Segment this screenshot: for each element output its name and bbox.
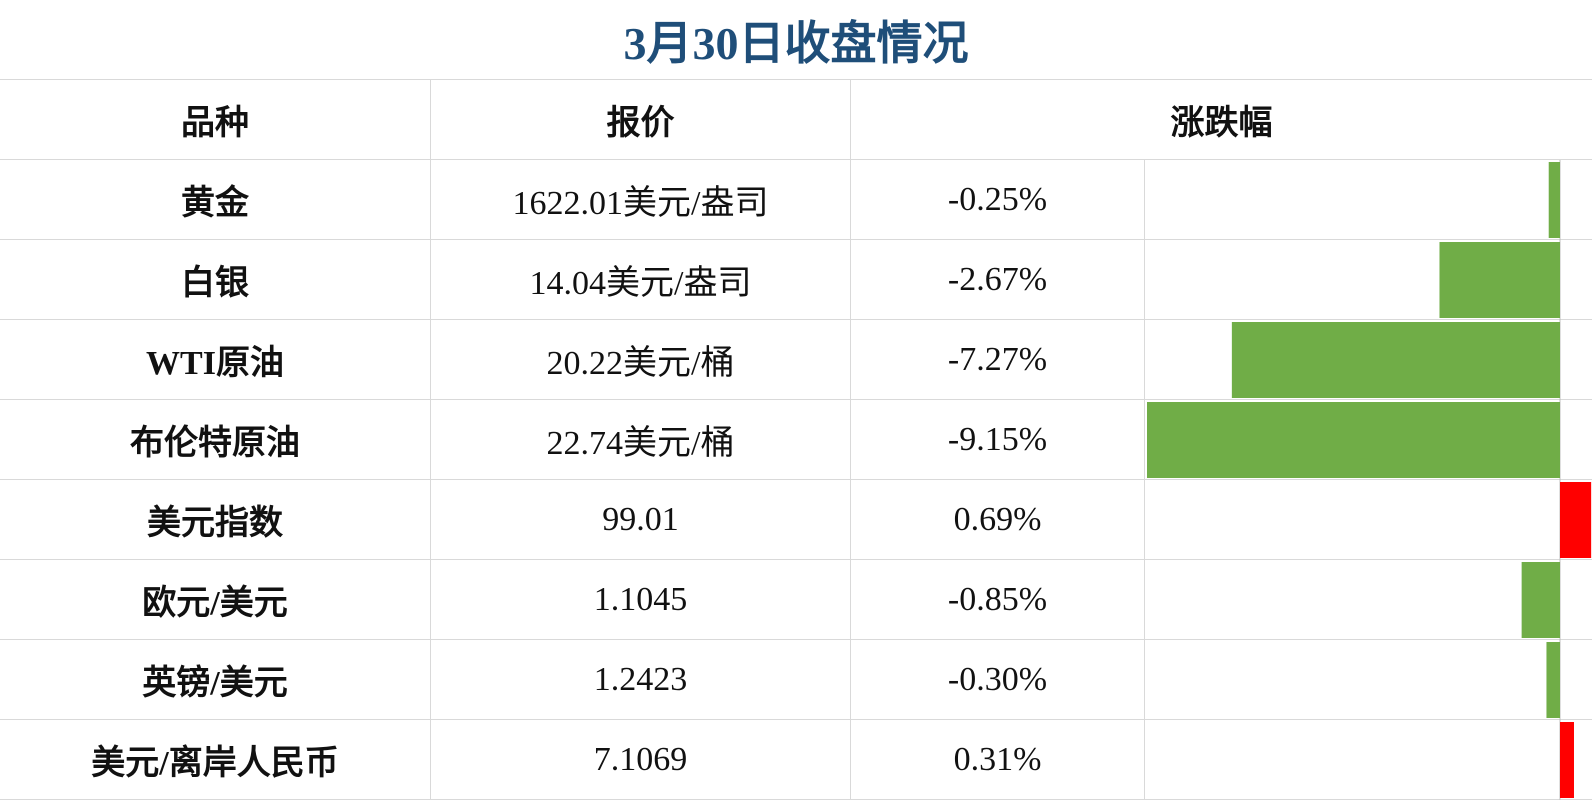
change-bar [1560,722,1574,798]
table-cell: 1622.01美元/盎司 [431,160,851,240]
title: 3月30日收盘情况 [0,0,1592,80]
table-cell: 1.1045 [431,560,851,640]
header-cell: 涨跌幅 [851,80,1592,160]
table-cell: 英镑/美元 [0,640,431,720]
table-cell: 欧元/美元 [0,560,431,640]
table-cell: 白银 [0,240,431,320]
table-cell: 0.69% [851,480,1145,560]
header-cell: 品种 [0,80,431,160]
bar-cell [1145,240,1592,320]
table-cell: 黄金 [0,160,431,240]
table-cell: 14.04美元/盎司 [431,240,851,320]
change-bar [1560,482,1592,558]
table-cell: 0.31% [851,720,1145,800]
bar-cell [1145,640,1592,720]
table-cell: -7.27% [851,320,1145,400]
table-cell: 美元指数 [0,480,431,560]
table-cell: 20.22美元/桶 [431,320,851,400]
bar-cell [1145,560,1592,640]
table-cell: 1.2423 [431,640,851,720]
table-cell: -0.30% [851,640,1145,720]
table-cell: -0.25% [851,160,1145,240]
table-cell: 99.01 [431,480,851,560]
change-bar [1439,242,1560,318]
change-bar [1147,402,1560,478]
table-cell: 22.74美元/桶 [431,400,851,480]
table-cell: 布伦特原油 [0,400,431,480]
bar-cell [1145,400,1592,480]
table-cell: 7.1069 [431,720,851,800]
table-cell: WTI原油 [0,320,431,400]
table-cell: -0.85% [851,560,1145,640]
table-cell: -2.67% [851,240,1145,320]
header-cell: 报价 [431,80,851,160]
bar-cell [1145,160,1592,240]
change-bar [1546,642,1560,718]
table-cell: 美元/离岸人民币 [0,720,431,800]
bar-cell [1145,480,1592,560]
table-cell: -9.15% [851,400,1145,480]
bar-cell [1145,320,1592,400]
bar-cell [1145,720,1592,800]
change-bar [1548,162,1560,238]
change-bar [1231,322,1560,398]
change-bar [1521,562,1560,638]
